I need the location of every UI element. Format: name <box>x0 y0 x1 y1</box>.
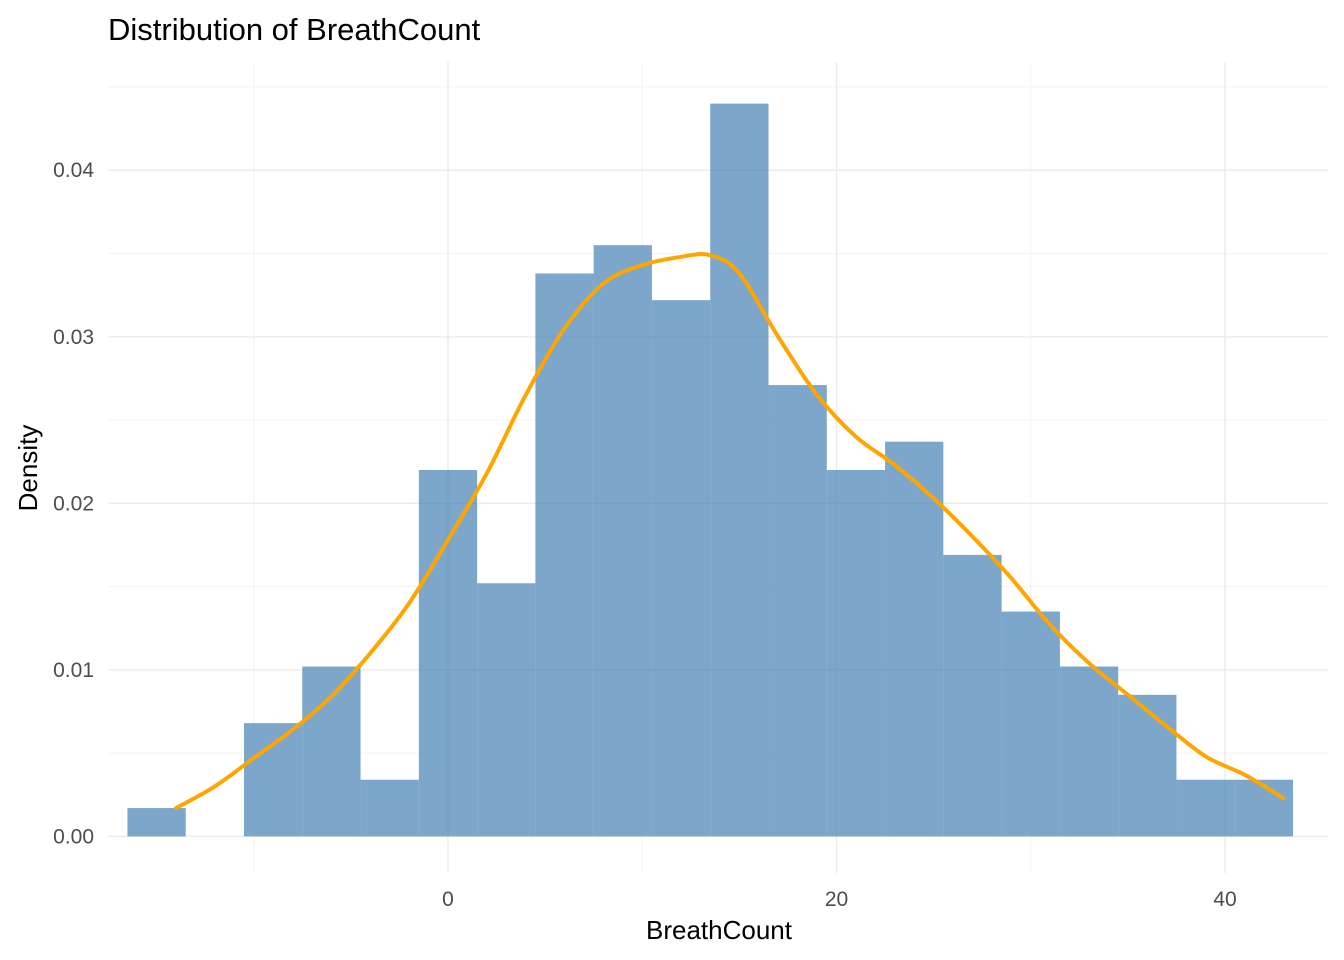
histogram-bar <box>826 469 886 837</box>
histogram-bar <box>1001 611 1060 837</box>
histogram-bar <box>710 103 769 837</box>
histogram-bar <box>1234 779 1294 837</box>
histogram-bar <box>302 666 361 837</box>
y-axis-ticks: 0.00 0.01 0.02 0.03 0.04 <box>53 159 94 848</box>
density-curve <box>174 252 1286 811</box>
histogram-bar <box>885 441 944 837</box>
histogram-bar <box>943 554 1002 837</box>
histogram-bar <box>477 583 536 837</box>
histogram-bar <box>243 723 303 837</box>
histogram-bars <box>127 103 1294 837</box>
x-axis-ticks: 0 20 40 <box>442 888 1237 911</box>
density-curve-group <box>174 252 1286 811</box>
histogram-bar <box>418 469 478 837</box>
histogram-bar <box>1176 779 1235 837</box>
x-tick-label: 20 <box>825 888 848 911</box>
histogram-bar <box>593 245 652 837</box>
y-axis-title: Density <box>13 425 43 512</box>
x-tick-label: 0 <box>442 888 454 911</box>
y-tick-label: 0.02 <box>53 492 94 515</box>
histogram-bar <box>1118 694 1177 837</box>
y-tick-label: 0.03 <box>53 326 94 349</box>
histogram-bar <box>360 779 419 837</box>
y-tick-label: 0.00 <box>53 825 94 848</box>
chart-title: Distribution of BreathCount <box>108 12 481 47</box>
x-tick-label: 40 <box>1213 888 1236 911</box>
y-tick-label: 0.01 <box>53 659 94 682</box>
histogram-bar <box>1059 666 1119 837</box>
y-tick-label: 0.04 <box>53 159 94 182</box>
histogram-bar <box>127 808 186 837</box>
histogram-bar <box>535 273 594 837</box>
x-axis-title: BreathCount <box>646 915 793 945</box>
histogram-bar <box>651 300 711 837</box>
histogram-bar <box>768 385 827 837</box>
